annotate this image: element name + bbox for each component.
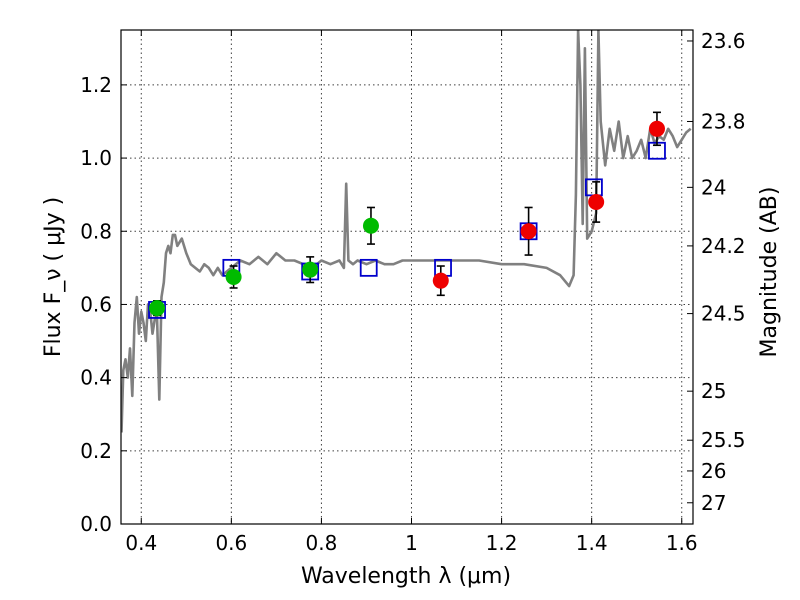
plot-frame xyxy=(120,29,694,525)
right-tick-label: 24 xyxy=(701,175,726,199)
y-axis-label-right: Magnitude (AB) xyxy=(757,187,782,358)
y-tick-label: 1.2 xyxy=(80,73,112,97)
right-tick-label: 25 xyxy=(701,379,726,403)
x-tick-label: 1 xyxy=(405,531,418,555)
axis-ticks: 0.4 0.6 0.8 1 1.2 1.4 1.6 0.0 0.2 0.4 0.6 0.8 1.0 1.2… xyxy=(80,29,745,555)
x-tick-label: 0.6 xyxy=(215,531,247,555)
y-tick-label: 0.6 xyxy=(80,292,112,316)
right-tick-label: 24.2 xyxy=(701,234,746,258)
right-tick-label: 23.8 xyxy=(701,109,746,133)
right-tick-label: 25.5 xyxy=(701,428,746,452)
red-observed-point xyxy=(648,120,665,137)
green-observed-point xyxy=(225,269,242,285)
model-photometry-square xyxy=(359,258,378,277)
right-tick-label: 24.5 xyxy=(701,302,746,326)
right-tick-label: 23.6 xyxy=(701,29,746,53)
x-axis-label: Wavelength λ (μm) xyxy=(301,564,511,589)
red-observed-point xyxy=(588,193,605,210)
green-observed-point xyxy=(149,300,166,317)
x-tick-label: 0.4 xyxy=(125,531,157,555)
x-tick-label: 0.8 xyxy=(306,531,338,555)
y-axis-label-text: Flux F_ν ( μJy ) xyxy=(41,197,66,357)
y-tick-label: 0.2 xyxy=(80,439,112,463)
plot-area xyxy=(121,30,692,433)
y-tick-label: 0.0 xyxy=(80,512,112,536)
right-tick-label: 27 xyxy=(701,491,726,515)
y-tick-label: 1.0 xyxy=(80,146,112,170)
red-observed-point xyxy=(520,223,537,240)
red-observed-point xyxy=(432,272,449,289)
grid xyxy=(121,30,693,525)
green-observed-point xyxy=(362,217,379,234)
x-tick-label: 1.6 xyxy=(666,531,698,555)
model-spectrum-line xyxy=(121,30,692,433)
x-tick-label: 1.2 xyxy=(486,531,518,555)
y-axis-label-left: Flux F_ν ( μJy ) xyxy=(41,197,66,357)
x-tick-label: 1.4 xyxy=(576,531,608,555)
y-tick-label: 0.8 xyxy=(80,219,112,243)
green-observed-point xyxy=(302,261,319,278)
right-tick-label: 26 xyxy=(701,459,726,483)
y-tick-label: 0.4 xyxy=(80,366,112,390)
